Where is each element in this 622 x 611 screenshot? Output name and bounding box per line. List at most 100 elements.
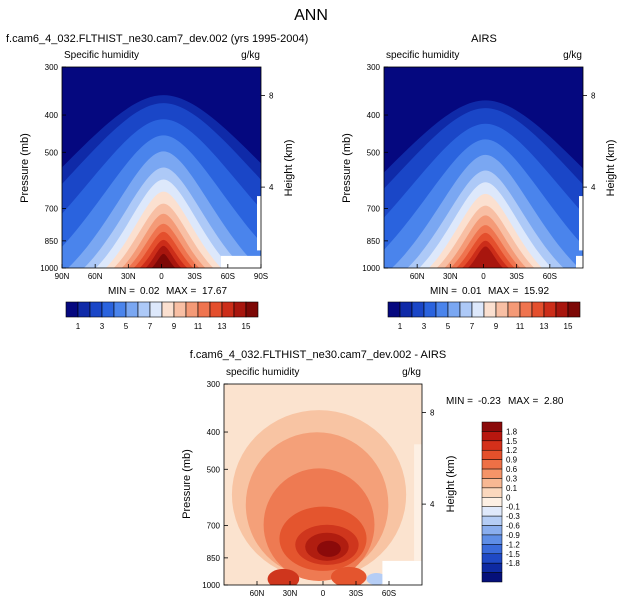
xtick-label: 90N [55, 272, 70, 281]
panel-model-title: f.cam6_4_032.FLTHIST_ne30.cam7_dev.002 (… [6, 33, 308, 45]
colorbar-swatch [209, 301, 223, 318]
panel-airs-left-label: specific humidity [386, 50, 459, 61]
colorbar-swatch [555, 301, 569, 318]
ytick-label: 400 [207, 428, 221, 437]
panel-airs-stats-max-label: MAX = [488, 286, 518, 297]
right-tick-label: 4 [430, 500, 435, 509]
ytick-label: 500 [207, 465, 221, 474]
panel-diff-right-label: g/kg [402, 367, 421, 378]
colorbar-swatch [233, 301, 247, 318]
colorbar-swatch [149, 301, 163, 318]
colorbar-swatch [197, 301, 211, 318]
colorbar-label: 1.2 [506, 446, 518, 455]
panel-airs-right-label: g/kg [563, 50, 582, 61]
colorbar-label: 7 [470, 322, 475, 331]
panel-airs-ylabel: Pressure (mb) [341, 133, 353, 203]
colorbar-swatch [411, 301, 425, 318]
ytick-label: 850 [367, 237, 381, 246]
panel-model-colorbar: 1 3 5 7 9 11 13 15 [65, 301, 259, 331]
ytick-label: 400 [45, 111, 59, 120]
colorbar-swatch [483, 301, 497, 318]
colorbar-label: -0.1 [506, 503, 520, 512]
ytick-label: 1000 [202, 581, 220, 590]
panel-diff-axes: 300 400 500 700 850 1000 8 4 60N 30N 0 30S 60S [202, 380, 435, 598]
panel-diff-title: f.cam6_4_032.FLTHIST_ne30.cam7_dev.002 -… [190, 349, 446, 361]
colorbar-swatch [387, 301, 401, 318]
colorbar-swatch [221, 301, 235, 318]
panel-airs-stats-max: 15.92 [524, 286, 549, 297]
colorbar-label: 1 [76, 322, 81, 331]
colorbar-label: 7 [148, 322, 153, 331]
xtick-label: 60S [221, 272, 235, 281]
right-tick-label: 8 [269, 92, 274, 101]
colorbar-swatch [481, 440, 503, 451]
colorbar-swatch [89, 301, 103, 318]
colorbar-swatch [245, 301, 259, 318]
colorbar-swatch [481, 534, 503, 545]
colorbar-label: 3 [100, 322, 105, 331]
field-band [267, 568, 300, 585]
colorbar-label: 0.1 [506, 484, 518, 493]
colorbar-swatch [459, 301, 473, 318]
panel-model-ylabel: Pressure (mb) [19, 133, 31, 203]
colorbar-swatch [125, 301, 139, 318]
colorbar-swatch [481, 497, 503, 507]
ytick-label: 850 [45, 237, 59, 246]
right-tick-label: 4 [591, 183, 596, 192]
panel-model: f.cam6_4_032.FLTHIST_ne30.cam7_dev.002 (… [6, 33, 308, 331]
colorbar-label: 0.9 [506, 456, 518, 465]
panel-diff: f.cam6_4_032.FLTHIST_ne30.cam7_dev.002 -… [181, 349, 564, 598]
colorbar-swatch [447, 301, 461, 318]
ytick-label: 700 [45, 204, 59, 213]
panel-model-stats-max-label: MAX = [166, 286, 196, 297]
xtick-label: 30S [510, 272, 524, 281]
colorbar-label: 3 [422, 322, 427, 331]
colorbar-label: -0.9 [506, 531, 520, 540]
panel-model-ylabel-right: Height (km) [283, 140, 295, 197]
ytick-label: 400 [367, 111, 381, 120]
panel-airs-title: AIRS [471, 33, 497, 45]
right-tick-label: 8 [430, 409, 435, 418]
field-band [317, 540, 341, 557]
colorbar-label: -0.3 [506, 512, 520, 521]
panel-model-field [62, 67, 261, 268]
panel-diff-colorbar: 1.81.51.20.90.60.30.10-0.1-0.3-0.6-0.9-1… [481, 421, 520, 583]
xtick-label: 30S [349, 589, 363, 598]
colorbar-label: 11 [516, 322, 525, 331]
colorbar-swatch [519, 301, 533, 318]
xtick-label: 30N [283, 589, 298, 598]
colorbar-swatch [471, 301, 485, 318]
panel-airs: AIRS specific humidity g/kg 300400500700… [341, 33, 617, 331]
xtick-label: 60N [410, 272, 425, 281]
colorbar-swatch [185, 301, 199, 318]
missing-data-mask [257, 196, 261, 251]
colorbar-swatch [495, 301, 509, 318]
panel-model-left-label: Specific humidity [64, 50, 139, 61]
xtick-label: 30N [121, 272, 136, 281]
colorbar-label: -1.2 [506, 540, 520, 549]
colorbar-swatch [507, 301, 521, 318]
field-band [151, 253, 176, 268]
panel-airs-stats-min-label: MIN = [430, 286, 457, 297]
panel-diff-field [224, 384, 422, 585]
panel-model-stats-min-label: MIN = [108, 286, 135, 297]
xtick-label: 0 [321, 589, 326, 598]
panel-model-stats-min: 0.02 [140, 286, 160, 297]
colorbar-swatch [399, 301, 413, 318]
ytick-label: 300 [45, 63, 59, 72]
colorbar-label: 13 [218, 322, 227, 331]
colorbar-swatch [481, 431, 503, 442]
colorbar-swatch [481, 421, 503, 432]
colorbar-label: -0.6 [506, 522, 520, 531]
colorbar-label: 1 [398, 322, 403, 331]
colorbar-swatch [113, 301, 127, 318]
colorbar-label: 0.3 [506, 474, 518, 483]
colorbar-swatch [161, 301, 175, 318]
panel-airs-axes: 300 400 500 700 850 1000 8 4 60N 30N 0 30S 60S [362, 63, 596, 281]
field-band [330, 566, 367, 585]
panel-diff-left-label: specific humidity [226, 367, 299, 378]
colorbar-label: 15 [242, 322, 251, 331]
panel-airs-stats-min: 0.01 [462, 286, 482, 297]
colorbar-label: 15 [564, 322, 573, 331]
